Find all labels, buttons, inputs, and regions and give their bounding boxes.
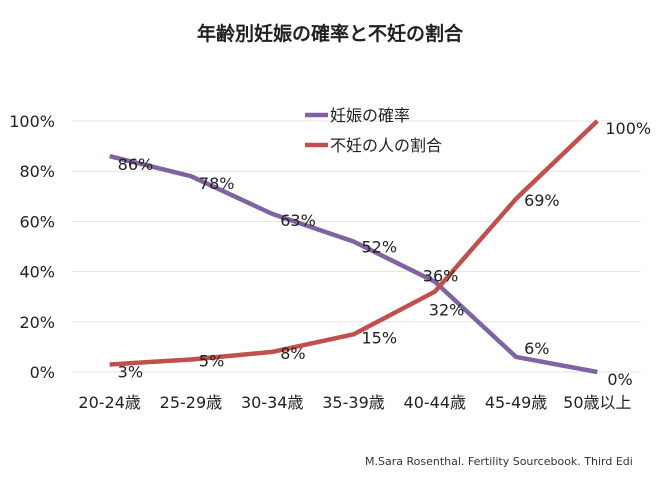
data-label: 69%	[524, 191, 560, 210]
x-tick-label: 30-34歳	[241, 393, 304, 412]
data-label: 6%	[524, 339, 549, 358]
data-label: 36%	[423, 267, 459, 286]
data-label: 8%	[280, 344, 305, 363]
data-label: 0%	[607, 370, 632, 389]
data-label: 5%	[199, 351, 224, 370]
series-line-1	[109, 119, 599, 367]
data-label: 32%	[429, 301, 465, 320]
y-tick-label: 40%	[19, 263, 55, 282]
series-line-0	[109, 153, 598, 375]
source-citation: M.Sara Rosenthal. Fertility Sourcebook. …	[365, 455, 633, 468]
x-tick-label: 25-29歳	[160, 393, 223, 412]
x-tick-label: 40-44歳	[404, 393, 467, 412]
chart-title: 年齢別妊娠の確率と不妊の割合	[197, 22, 464, 45]
data-label: 86%	[118, 155, 154, 174]
y-tick-label: 20%	[19, 313, 55, 332]
x-tick-label: 50歳以上	[563, 393, 631, 412]
x-tick-label: 20-24歳	[78, 393, 141, 412]
x-tick-label: 45-49歳	[485, 393, 548, 412]
data-label: 52%	[362, 237, 398, 256]
data-label: 100%	[605, 119, 651, 138]
y-tick-label: 0%	[30, 363, 55, 382]
data-label: 15%	[362, 328, 398, 347]
legend-label: 妊娠の確率	[330, 106, 410, 125]
y-tick-label: 60%	[19, 212, 55, 231]
y-tick-label: 100%	[9, 112, 55, 131]
data-label: 78%	[199, 174, 235, 193]
data-label: 3%	[118, 362, 143, 381]
y-tick-label: 80%	[19, 162, 55, 181]
data-label: 63%	[280, 211, 316, 230]
x-tick-label: 35-39歳	[322, 393, 385, 412]
legend-label: 不妊の人の割合	[330, 136, 442, 155]
